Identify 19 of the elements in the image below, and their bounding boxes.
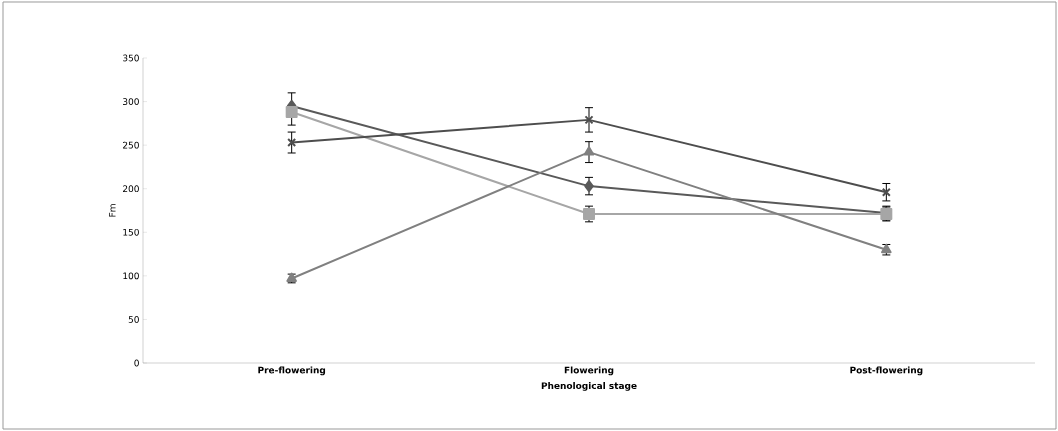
point: [584, 115, 594, 125]
point: [584, 180, 594, 193]
x-tick-label: Post-flowering: [850, 366, 923, 376]
y-tick-label: 150: [123, 228, 139, 236]
y-tick-label: 100: [123, 272, 139, 280]
y-tick-label: 200: [123, 185, 139, 193]
y-tick-label: 0: [134, 359, 139, 367]
y-tick-label: 350: [123, 54, 139, 62]
point: [285, 106, 298, 119]
x-tick-label: Pre-flowering: [258, 366, 326, 376]
point: [881, 187, 891, 197]
point: [287, 138, 297, 148]
point: [583, 146, 595, 156]
x-axis-title: Phenological stage: [541, 382, 637, 391]
y-axis-title: Fm: [108, 204, 116, 217]
y-tick-label: 50: [128, 316, 139, 323]
y-tick-label: 250: [123, 141, 139, 149]
y-tick-label: 300: [123, 98, 139, 105]
x-tick-label: Flowering: [564, 366, 614, 376]
